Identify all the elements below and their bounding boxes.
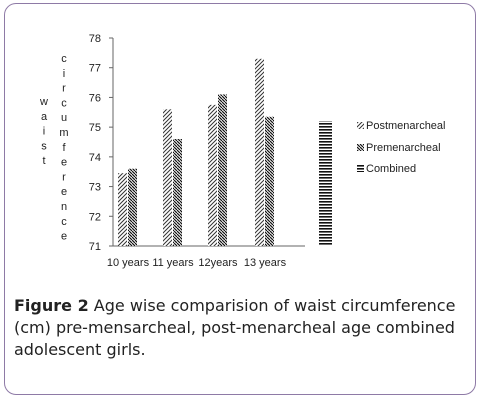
bar-premenarcheal (128, 168, 137, 246)
legend-swatch-premenarcheal (357, 144, 364, 151)
y-axis-label-letter: e (61, 157, 67, 169)
bar-postmenarcheal (163, 109, 172, 246)
bar-postmenarcheal (208, 104, 217, 246)
y-axis-label-letter: t (42, 155, 45, 167)
y-axis-label-letter: u (61, 112, 67, 124)
y-axis-label-letter: c (61, 216, 67, 228)
y-axis-label-letter: w (39, 96, 48, 108)
y-tick-label: 73 (89, 182, 101, 194)
y-tick-label: 75 (89, 122, 101, 134)
y-axis-label-letter: a (41, 111, 48, 123)
bar-postmenarcheal (118, 173, 127, 246)
y-axis-label-letter: c (61, 97, 67, 109)
y-tick-labels: 71 72 73 74 75 76 77 78 (89, 33, 113, 253)
y-axis-label-letter: e (61, 231, 67, 243)
caption-text: Age wise comparision of waist circumfere… (14, 296, 456, 359)
legend-swatch-postmenarcheal (357, 122, 364, 129)
y-axis-label-letter: r (62, 83, 66, 95)
y-axis-label-letter: e (61, 186, 67, 198)
y-axis-label-letter: i (63, 68, 65, 80)
bar-postmenarcheal (255, 58, 264, 246)
legend-label-premenarcheal: Premenarcheal (366, 142, 441, 154)
legend-label-combined: Combined (366, 163, 416, 175)
x-tick-label: 10 years (107, 257, 150, 269)
x-tick-labels: 10 years 11 years 12years 13 years (107, 257, 287, 269)
x-tick-label: 13 years (244, 257, 287, 269)
figure-caption: Figure 2 Age wise comparision of waist c… (14, 295, 469, 361)
y-axis-label-letter: r (62, 171, 66, 183)
y-tick-label: 78 (89, 33, 101, 45)
y-axis-label-letter: s (41, 140, 47, 152)
legend-swatch-combined (357, 165, 364, 172)
y-tick-label: 76 (89, 92, 101, 104)
bar-premenarcheal (218, 94, 227, 246)
y-axis-label-letter: f (62, 142, 66, 154)
y-axis-label-letter: c (61, 53, 67, 65)
y-tick-label: 72 (89, 211, 101, 223)
y-tick-label: 71 (89, 241, 101, 253)
legend: Postmenarcheal Premenarcheal Combined (357, 120, 446, 175)
legend-label-postmenarcheal: Postmenarcheal (366, 120, 446, 132)
figure-frame (4, 3, 476, 395)
bar-premenarcheal (173, 139, 182, 246)
y-axis-label-letter: m (59, 127, 68, 139)
bars (118, 58, 332, 246)
y-axis-label-letter: i (43, 126, 45, 138)
bar-combined (319, 121, 332, 246)
y-tick-label: 74 (89, 152, 101, 164)
bar-premenarcheal (265, 116, 274, 246)
y-tick-label: 77 (89, 63, 101, 75)
x-tick-label: 11 years (152, 257, 194, 269)
caption-label: Figure 2 (14, 296, 89, 315)
y-axis-label-letter: n (61, 201, 67, 213)
x-tick-label: 12years (198, 257, 238, 269)
